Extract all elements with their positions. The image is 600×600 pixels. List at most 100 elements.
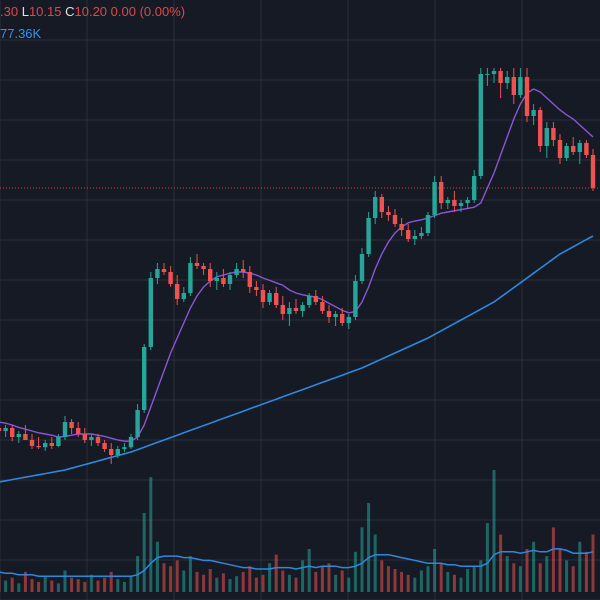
candle-body	[241, 269, 246, 272]
volume-bar	[70, 577, 74, 592]
candle-body	[102, 443, 107, 449]
candle-body	[432, 182, 437, 215]
candle-body	[544, 128, 549, 146]
volume-bar	[505, 556, 509, 592]
candle-body	[168, 272, 173, 284]
volume-bar	[367, 503, 371, 592]
volume-bar	[452, 574, 456, 592]
candle-body	[485, 74, 490, 75]
volume-ma-line	[0, 548, 594, 577]
volume-bar	[538, 563, 542, 592]
volume-bar	[43, 576, 47, 592]
volume-bar	[591, 534, 595, 592]
volume-bar	[76, 579, 80, 592]
volume-bar	[0, 574, 1, 592]
volume-bar	[274, 554, 278, 592]
candle-body	[478, 74, 483, 176]
volume-bar	[380, 560, 384, 592]
volume-bar	[426, 566, 430, 592]
volume-bar	[268, 563, 272, 592]
candle-body	[538, 110, 543, 146]
volume-bar	[228, 579, 232, 592]
candle-body	[3, 428, 8, 431]
volume-bar	[63, 570, 67, 592]
candle-body	[359, 254, 365, 281]
candle-body	[287, 308, 292, 314]
candle-body	[571, 146, 576, 152]
candle-body	[128, 437, 134, 448]
candle-body	[300, 305, 305, 311]
volume-bar	[545, 556, 549, 592]
volume-bar	[571, 566, 575, 592]
volume-bar	[479, 560, 483, 592]
candle-body	[498, 71, 503, 83]
long-moving-average-line	[0, 235, 594, 483]
volume-bar	[492, 470, 496, 592]
candle-body	[472, 176, 477, 200]
volume-bar	[314, 571, 318, 592]
volume-bar	[307, 548, 311, 592]
change-value: 0.00 (0.00%)	[110, 4, 186, 19]
candle-body	[531, 110, 536, 116]
candle-body	[458, 203, 464, 206]
candle-body	[208, 269, 213, 281]
volume-legend: 77.36K	[0, 26, 41, 41]
low-value: 10.15	[28, 4, 62, 19]
volume-ma-value: 77.36K	[0, 26, 42, 41]
candle-body	[247, 272, 252, 287]
volume-bar	[221, 573, 225, 592]
candle-body	[386, 212, 391, 215]
volume-bar	[248, 566, 252, 592]
candle-body	[36, 446, 41, 448]
volume-bar	[327, 563, 331, 592]
volume-bar	[518, 566, 522, 592]
candle-body	[452, 200, 457, 206]
volume-bar	[347, 577, 351, 592]
volume-bar	[340, 570, 344, 592]
candle-body	[326, 311, 332, 317]
candle-body	[313, 296, 318, 302]
candle-body	[491, 71, 497, 74]
candle-body	[254, 287, 259, 290]
volume-bar	[175, 560, 179, 592]
volume-bar	[89, 574, 93, 592]
candle-body	[346, 317, 351, 323]
candle-body	[577, 143, 582, 152]
candle-body	[188, 263, 193, 293]
volume-bar	[446, 571, 450, 592]
volume-bar	[393, 569, 397, 592]
volume-bar	[261, 574, 265, 592]
volume-bar	[400, 571, 404, 592]
candle-body	[353, 281, 358, 317]
volume-bar	[512, 563, 516, 592]
candle-body	[194, 263, 200, 266]
volume-bar	[23, 571, 27, 592]
volume-bar	[499, 534, 503, 592]
volume-bar	[96, 580, 100, 592]
candle-body	[29, 440, 35, 446]
volume-bar	[56, 583, 60, 592]
volume-bar	[149, 477, 153, 592]
candle-body	[234, 269, 239, 275]
candle-body	[392, 215, 398, 224]
candle-body	[551, 128, 556, 140]
candle-body	[16, 434, 21, 437]
volume-bar	[103, 577, 107, 592]
volume-bar	[406, 574, 410, 592]
volume-bar	[162, 563, 166, 592]
volume-bar	[413, 577, 417, 592]
volume-bar	[4, 580, 8, 592]
volume-bar	[360, 527, 364, 592]
candle-body	[419, 233, 424, 236]
volume-bar	[439, 563, 443, 592]
candle-body	[201, 266, 206, 269]
volume-bar	[525, 548, 529, 592]
candle-body	[406, 230, 411, 239]
candle-body	[49, 443, 54, 446]
volume-bar	[294, 577, 298, 592]
candle-body	[76, 428, 81, 434]
candle-body	[590, 155, 596, 188]
candle-body	[260, 290, 266, 302]
